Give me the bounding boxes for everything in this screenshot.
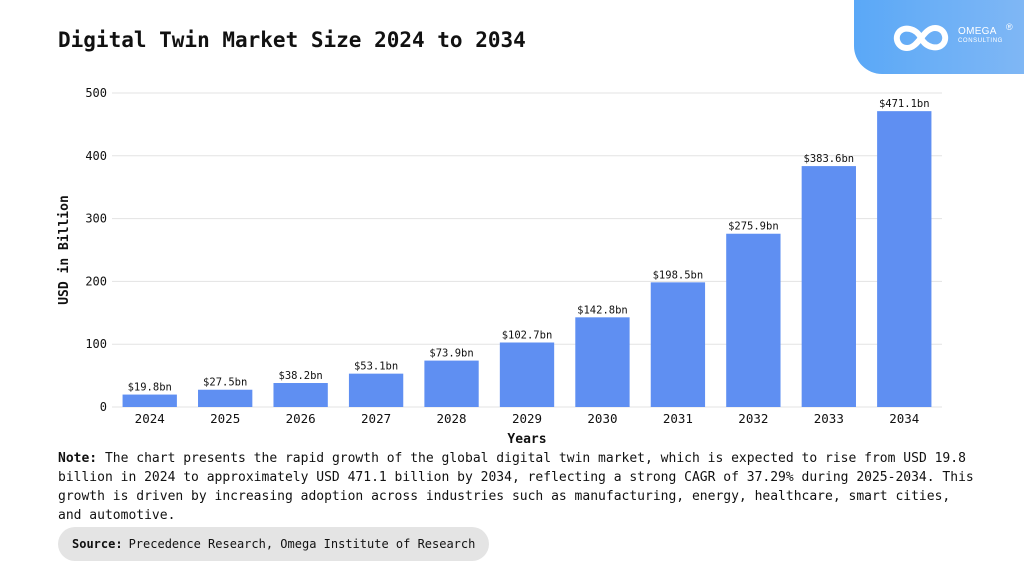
y-axis-label: USD in Billion: [57, 195, 72, 305]
x-axis-label: Years: [507, 432, 546, 447]
x-tick-label: 2024: [135, 411, 165, 426]
bar-2030: [575, 317, 630, 407]
bar-2032: [726, 233, 781, 407]
data-label: $53.1bn: [354, 361, 398, 373]
bar-chart: 0 100 200 300 400 500 $19.8bn 2024 $27.5bn 2025 $3…: [57, 86, 942, 447]
x-tick-label: 2026: [286, 411, 316, 426]
x-tick-label: 2029: [512, 411, 542, 426]
data-label: $73.9bn: [429, 348, 473, 360]
bar-2025: [198, 389, 253, 407]
source-badge: Source: Precedence Research, Omega Instit…: [58, 527, 490, 561]
data-label: $383.6bn: [804, 153, 855, 165]
note-label: Note:: [58, 451, 98, 466]
data-label: $102.7bn: [502, 330, 553, 342]
source-text: Precedence Research, Omega Institute of …: [128, 537, 476, 551]
y-tick-label: 0: [100, 400, 107, 414]
chart-note: Note: The chart presents the rapid growt…: [58, 449, 978, 525]
y-tick-label: 300: [85, 212, 107, 226]
x-tick-label: 2030: [587, 411, 617, 426]
bar-2028: [424, 360, 479, 407]
note-text: The chart presents the rapid growth of t…: [58, 451, 974, 523]
bar-2029: [499, 342, 555, 407]
registered-mark: ®: [1006, 22, 1013, 32]
x-tick-label: 2032: [738, 411, 768, 426]
y-tick-label: 100: [85, 337, 107, 351]
logo-subtitle: CONSULTING: [958, 38, 1003, 44]
brand-logo: OMEGA ® CONSULTING: [854, 0, 1024, 74]
data-label: $275.9bn: [728, 221, 779, 233]
infinity-logo-icon: [893, 24, 949, 52]
data-label: $27.5bn: [203, 377, 247, 389]
bar-2034: [877, 111, 932, 407]
data-label: $38.2bn: [279, 370, 323, 382]
logo-wordmark: OMEGA: [958, 26, 997, 37]
bar-2026: [273, 383, 328, 407]
data-label: $142.8bn: [577, 304, 628, 316]
x-tick-label: 2034: [889, 411, 919, 426]
x-tick-label: 2027: [361, 411, 391, 426]
page-title: Digital Twin Market Size 2024 to 2034: [58, 28, 526, 52]
y-tick-label: 400: [85, 149, 107, 163]
y-tick-label: 500: [85, 86, 107, 100]
x-tick-label: 2028: [436, 411, 466, 426]
bar-2031: [650, 282, 706, 407]
source-label: Source:: [72, 537, 123, 551]
bar-2033: [801, 166, 856, 407]
bar-2027: [348, 373, 404, 407]
bar-2024: [122, 394, 177, 407]
x-tick-label: 2025: [210, 411, 240, 426]
data-label: $19.8bn: [128, 382, 172, 394]
x-tick-label: 2033: [814, 411, 844, 426]
data-label: $471.1bn: [879, 98, 930, 110]
y-tick-label: 200: [85, 274, 107, 288]
x-tick-label: 2031: [663, 411, 693, 426]
data-label: $198.5bn: [653, 269, 704, 281]
